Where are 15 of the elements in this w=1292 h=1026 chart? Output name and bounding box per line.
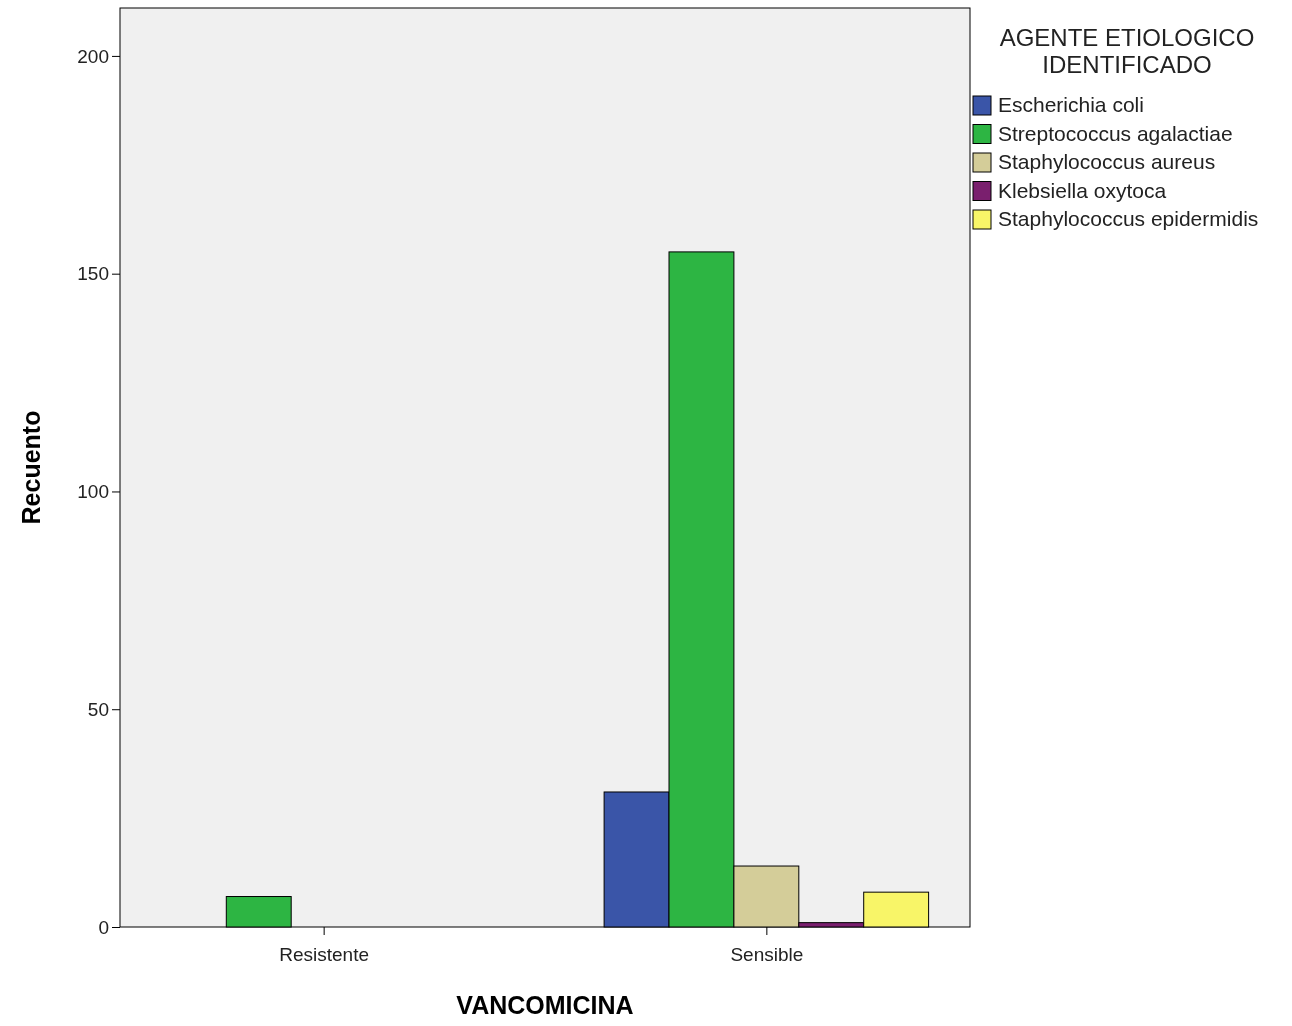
y-tick-label: 200 <box>77 45 109 67</box>
legend-title: AGENTE ETIOLOGICO IDENTIFICADO <box>999 24 1255 78</box>
legend-label: Klebsiella oxytoca <box>998 178 1167 202</box>
legend-label: Escherichia coli <box>998 93 1144 116</box>
x-tick-label: Sensible <box>730 943 804 965</box>
y-tick-label: 0 <box>98 916 109 938</box>
y-tick-label: 50 <box>87 698 109 720</box>
y-tick-label: 150 <box>77 263 109 285</box>
x-axis-title: VANCOMICINA <box>456 991 634 1019</box>
legend-label: Staphylococcus aureus <box>998 150 1216 173</box>
legend-label: Streptococcus agalactiae <box>998 121 1233 145</box>
y-axis-title: Recuento <box>17 410 45 525</box>
y-tick-label: 100 <box>77 481 109 503</box>
x-tick-label: Resistente <box>279 943 370 965</box>
legend-label: Staphylococcus epidermidis <box>998 207 1259 230</box>
